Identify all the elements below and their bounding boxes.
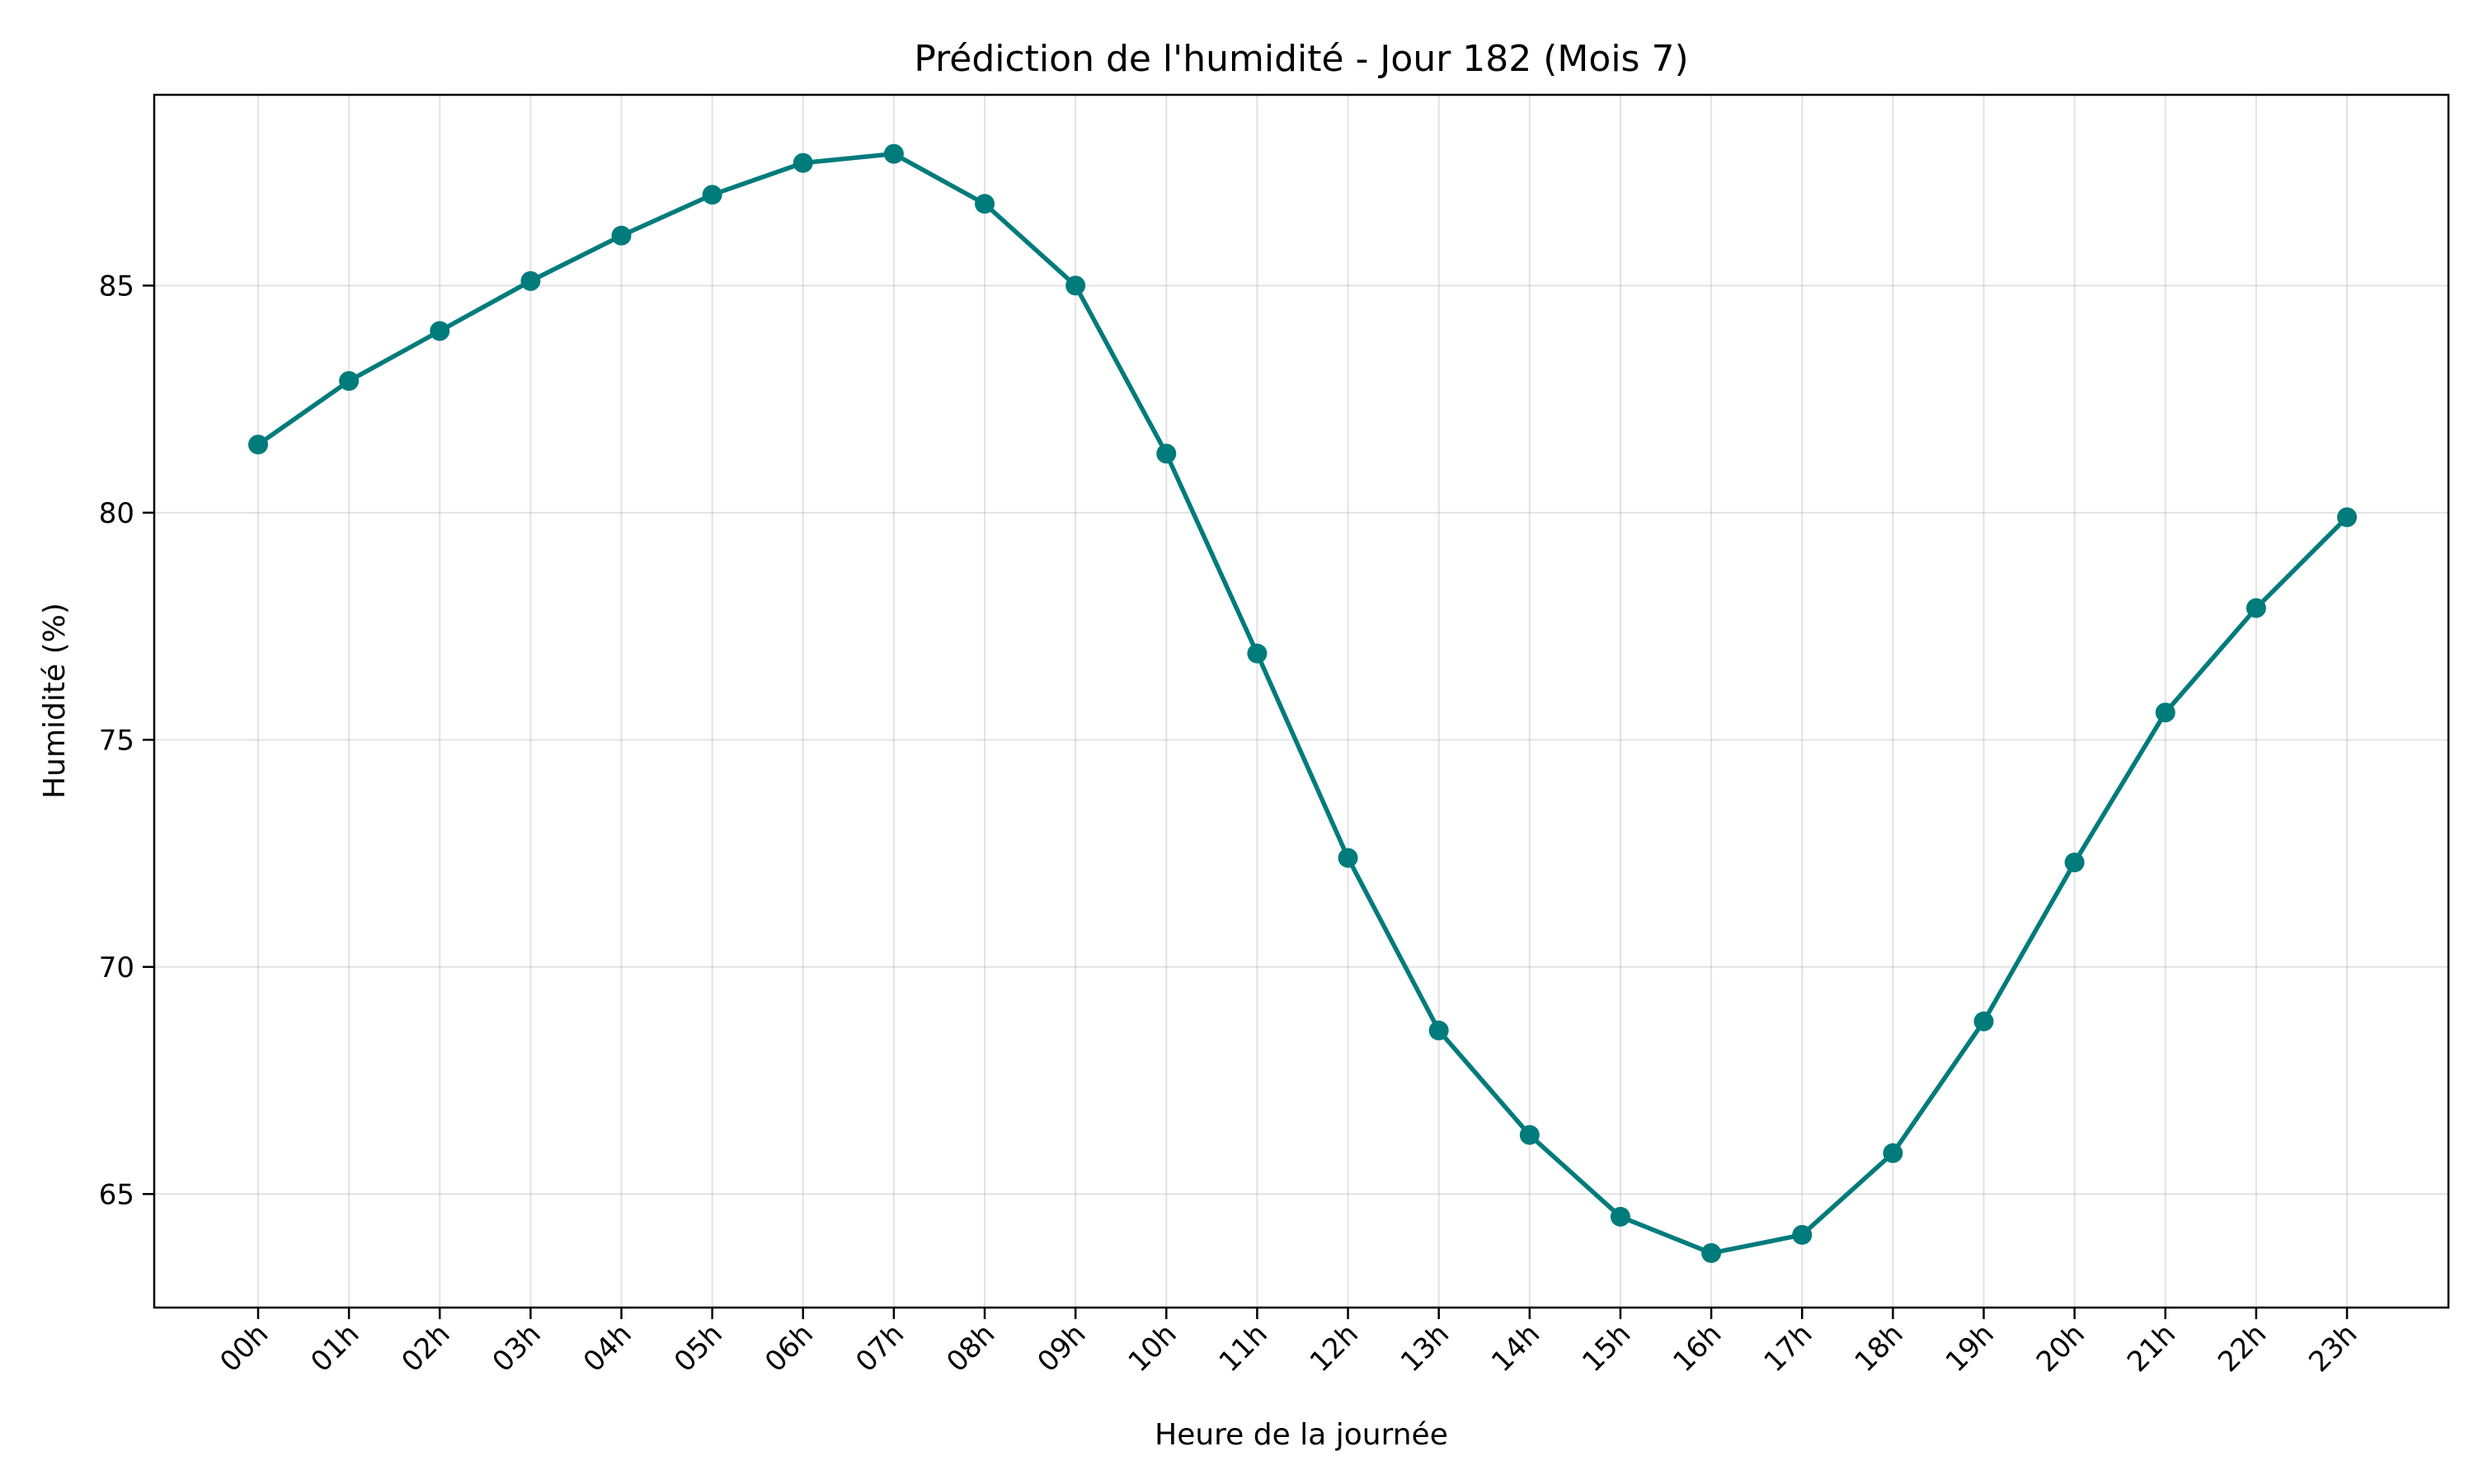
data-point: [1247, 643, 1268, 664]
data-point: [1338, 848, 1358, 868]
data-point: [975, 194, 995, 214]
series-line: [256, 151, 2349, 1256]
data-point: [1973, 1011, 1994, 1031]
x-axis-label: Heure de la journée: [1155, 1418, 1448, 1452]
chart-title: Prédiction de l'humidité - Jour 182 (Moi…: [914, 38, 1688, 80]
data-point: [1883, 1143, 1903, 1163]
data-series: [248, 143, 2357, 1263]
data-point: [2337, 507, 2357, 528]
y-tick-label: 80: [99, 497, 134, 530]
data-point: [339, 371, 360, 392]
plot-frame: [153, 93, 2450, 1309]
data-point: [2246, 598, 2266, 618]
data-point: [1428, 1020, 1449, 1040]
data-point: [2155, 702, 2175, 723]
data-point: [520, 270, 541, 291]
y-tick-label: 85: [99, 270, 134, 303]
data-point: [2064, 852, 2085, 873]
y-tick-label: 70: [99, 951, 134, 984]
y-tick-label: 75: [99, 724, 134, 757]
y-tick-label: 65: [99, 1178, 134, 1211]
data-point: [611, 225, 632, 246]
grid-lines: [154, 95, 2448, 1308]
data-point: [1156, 444, 1177, 464]
data-point: [883, 143, 904, 164]
y-axis-label: Humidité (%): [38, 603, 72, 799]
data-point: [1065, 275, 1086, 296]
data-point: [1519, 1125, 1540, 1145]
data-point: [1701, 1242, 1722, 1263]
data-point: [430, 321, 450, 341]
data-point: [1610, 1206, 1630, 1227]
data-point: [793, 153, 813, 173]
data-point: [702, 185, 722, 205]
data-point: [248, 434, 268, 455]
data-point: [1792, 1224, 1813, 1245]
